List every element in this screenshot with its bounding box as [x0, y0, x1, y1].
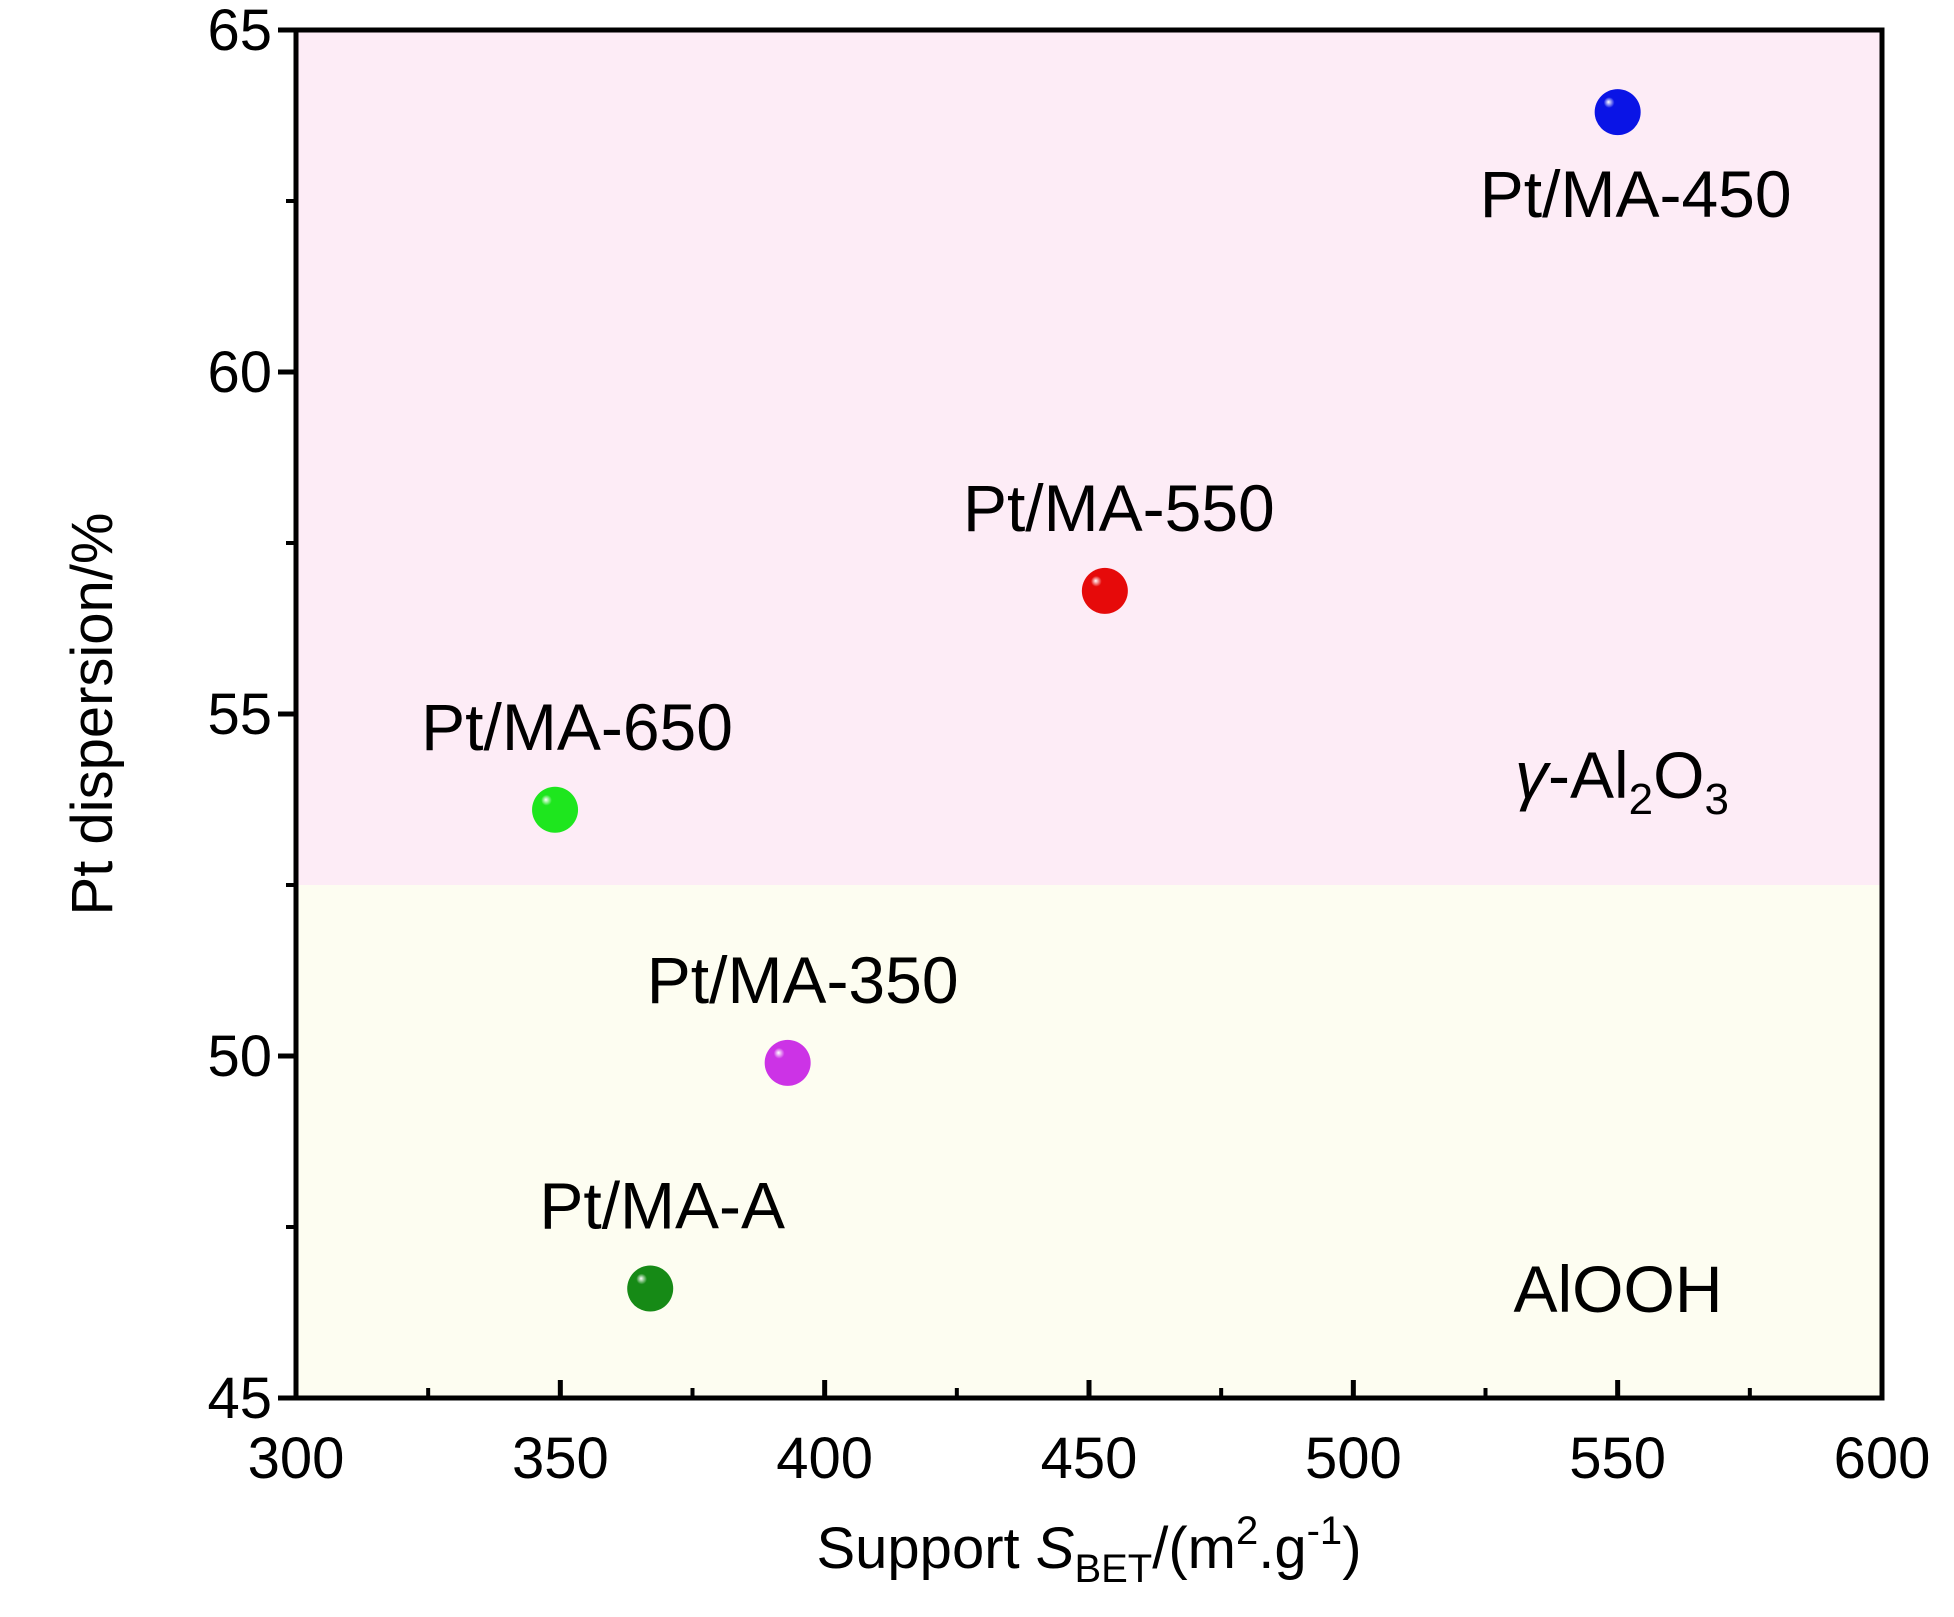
x-title-unit-sup2: -1: [1307, 1509, 1343, 1553]
region-label-dash: -Al: [1548, 738, 1629, 812]
region-label-gamma-alumina: γ-Al2O3: [1515, 738, 1729, 824]
y-tick-label: 50: [207, 1024, 272, 1089]
x-tick-label: 600: [1834, 1426, 1931, 1491]
x-axis-title: Support SBET/(m2.g-1): [816, 1509, 1361, 1591]
data-point: [1081, 567, 1128, 614]
x-title-unit-close: ): [1342, 1516, 1361, 1581]
region-gamma-alumina: [296, 30, 1882, 885]
point-label: Pt/MA-A: [539, 1169, 785, 1243]
x-title-unit-sup: 2: [1236, 1509, 1258, 1553]
data-point: [532, 786, 579, 833]
data-point: [764, 1039, 811, 1086]
y-tick-label: 45: [207, 1366, 272, 1431]
y-tick-label: 65: [207, 0, 272, 63]
x-title-unit-open: /(m: [1152, 1516, 1236, 1581]
x-title-symbol: S: [1036, 1516, 1075, 1581]
y-tick-label: 55: [207, 682, 272, 747]
x-tick-label: 550: [1569, 1426, 1666, 1491]
y-tick-label: 60: [207, 340, 272, 405]
point-label: Pt/MA-450: [1480, 157, 1792, 231]
point-label: Pt/MA-550: [963, 471, 1275, 545]
point-label: Pt/MA-350: [647, 943, 959, 1017]
x-title-unit-mid: .g: [1258, 1516, 1306, 1581]
x-title-prefix: Support: [816, 1516, 1035, 1581]
region-label-mid: O: [1653, 738, 1704, 812]
x-tick-label: 500: [1305, 1426, 1402, 1491]
point-label: Pt/MA-650: [421, 690, 733, 764]
region-alooh: [296, 885, 1882, 1398]
data-point: [1594, 89, 1641, 136]
x-tick-label: 450: [1041, 1426, 1138, 1491]
y-axis-title: Pt dispersion/%: [60, 513, 125, 916]
x-tick-label: 350: [512, 1426, 609, 1491]
plot-frame: [293, 27, 1885, 1401]
data-points: Pt/MA-450 Pt/MA-550 Pt/MA-650 Pt/MA-350 Pt/M…: [421, 89, 1792, 1312]
region-label-sub2: 3: [1705, 775, 1729, 824]
x-tick-label: 400: [776, 1426, 873, 1491]
data-point: [627, 1265, 674, 1312]
region-label-alooh: AlOOH: [1513, 1252, 1722, 1326]
x-tick-label: 300: [248, 1426, 345, 1491]
region-label-sub1: 2: [1629, 775, 1653, 824]
region-label-greek: γ: [1515, 738, 1552, 812]
x-title-symbol-sub: BET: [1074, 1547, 1152, 1591]
axis-ticks: 300 350 400 450 500 550 600 45 50 55 60 65: [207, 0, 1930, 1491]
